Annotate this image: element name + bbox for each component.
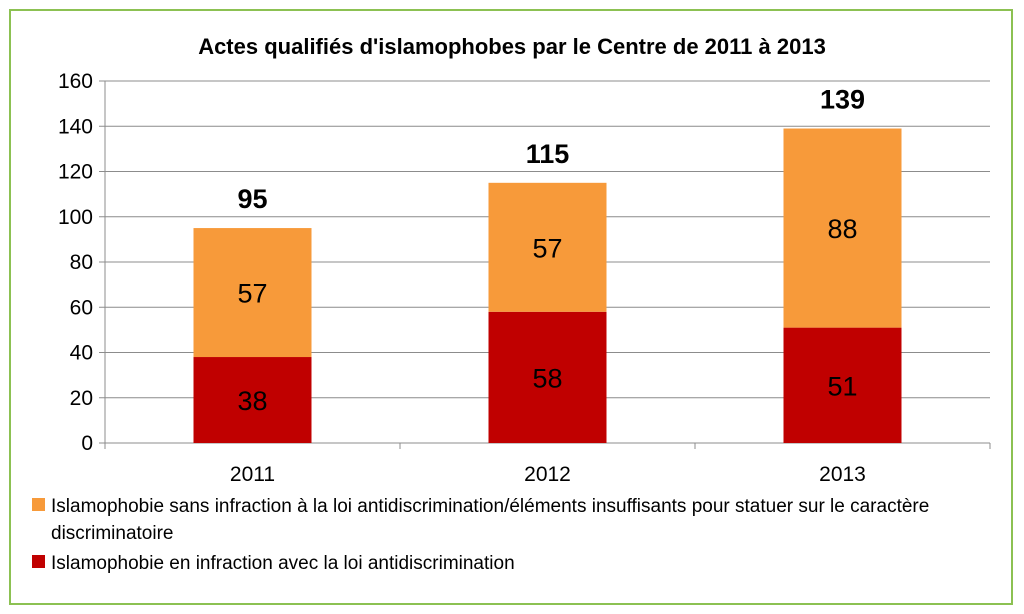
- y-tick-label: 80: [70, 251, 93, 274]
- legend-label-sans-infraction: Islamophobie sans infraction à la loi an…: [51, 496, 930, 544]
- bar-2012-series-0: [488, 311, 607, 443]
- bar-2013-series-0: [783, 327, 902, 443]
- y-tick-label: 0: [81, 432, 93, 455]
- data-label-2012-series-1: 57: [532, 233, 562, 263]
- legend-label-en-infraction: Islamophobie en infraction avec la loi a…: [51, 553, 515, 574]
- bar-2011-series-0: [193, 357, 312, 443]
- legend-item-en-infraction: Islamophobie en infraction avec la loi a…: [32, 550, 1011, 577]
- x-tick-label-2013: 2013: [819, 463, 866, 486]
- data-label-2013-series-0: 51: [827, 371, 857, 401]
- total-label-2012: 115: [526, 139, 570, 169]
- y-tick-label: 60: [70, 296, 93, 319]
- total-label-2011: 95: [237, 184, 267, 214]
- bar-2013-series-1: [783, 128, 902, 328]
- y-tick-label: 40: [70, 342, 93, 365]
- y-tick-label: 20: [70, 387, 93, 410]
- legend-item-sans-infraction: Islamophobie sans infraction à la loi an…: [32, 493, 1011, 547]
- data-label-2011-series-0: 38: [237, 386, 267, 416]
- x-tick-label-2011: 2011: [230, 463, 275, 486]
- chart-title: Actes qualifiés d'islamophobes par le Ce…: [198, 34, 826, 59]
- y-tick-label: 120: [58, 161, 93, 184]
- y-tick-label: 100: [58, 206, 93, 229]
- x-tick-label-2012: 2012: [524, 463, 571, 486]
- y-tick-label: 160: [58, 70, 93, 93]
- y-tick-label: 140: [58, 115, 93, 138]
- data-label-2012-series-0: 58: [532, 363, 562, 393]
- bar-2011-series-1: [193, 228, 312, 358]
- data-label-2011-series-1: 57: [237, 279, 267, 309]
- data-label-2013-series-1: 88: [827, 214, 857, 244]
- legend-swatch-orange: [32, 498, 45, 511]
- legend-swatch-red: [32, 555, 45, 568]
- total-label-2013: 139: [820, 85, 865, 115]
- bar-2012-series-1: [488, 182, 607, 312]
